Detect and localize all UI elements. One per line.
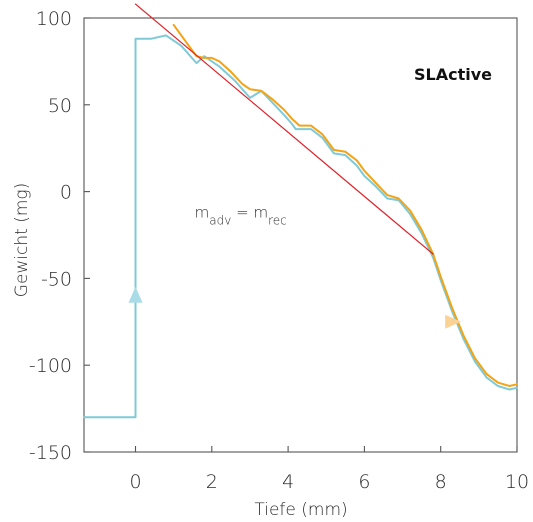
chart-title: SLActive [414, 65, 492, 84]
annotation-subscript-rec: rec [268, 214, 287, 228]
annotation-equals: = [231, 204, 253, 222]
x-tick-label: 10 [505, 471, 529, 493]
y-tick-label: -100 [29, 355, 72, 377]
y-tick-label: 0 [60, 182, 72, 204]
y-tick-label: -50 [41, 268, 72, 290]
x-tick-label: 8 [435, 471, 447, 493]
arrow-layer [128, 286, 462, 329]
annotation-subscript-adv: adv [209, 214, 231, 228]
equation-annotation: madv = mrec [195, 204, 287, 228]
y-axis-title: Gewicht (mg) [12, 183, 32, 297]
tick-layer: 0 2 4 6 8 10 100 50 0 -50 -100 -150 [29, 8, 529, 493]
x-tick-label: 4 [282, 471, 294, 493]
x-tick-label: 2 [206, 471, 218, 493]
y-tick-label: -150 [29, 442, 72, 464]
series-line-recede [172, 23, 518, 387]
plot-frame [83, 17, 518, 453]
y-tick-label: 100 [36, 8, 72, 30]
series-line-fit [134, 3, 434, 255]
annotation-base: m [195, 204, 210, 222]
recede-arrow [445, 314, 462, 329]
series-layer [83, 3, 518, 419]
advance-arrow [128, 286, 143, 303]
x-tick-label: 6 [358, 471, 370, 493]
annotation-base-2: m [253, 204, 268, 222]
series-line-advance [83, 34, 518, 419]
y-tick-label: 50 [48, 95, 72, 117]
x-axis-title: Tiefe (mm) [254, 500, 347, 520]
x-tick-label: 0 [129, 471, 141, 493]
plot-border [83, 17, 518, 453]
